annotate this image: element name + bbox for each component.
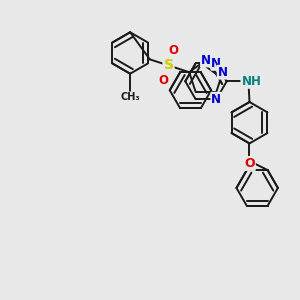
Text: CH₃: CH₃ xyxy=(120,92,140,102)
Text: N: N xyxy=(201,53,211,67)
Text: O: O xyxy=(168,44,178,57)
Text: O: O xyxy=(159,74,169,87)
Text: S: S xyxy=(164,58,174,73)
Text: NH: NH xyxy=(242,75,261,88)
Text: N: N xyxy=(211,57,221,70)
Text: N: N xyxy=(218,66,228,79)
Text: O: O xyxy=(244,157,255,170)
Text: N: N xyxy=(211,93,221,106)
